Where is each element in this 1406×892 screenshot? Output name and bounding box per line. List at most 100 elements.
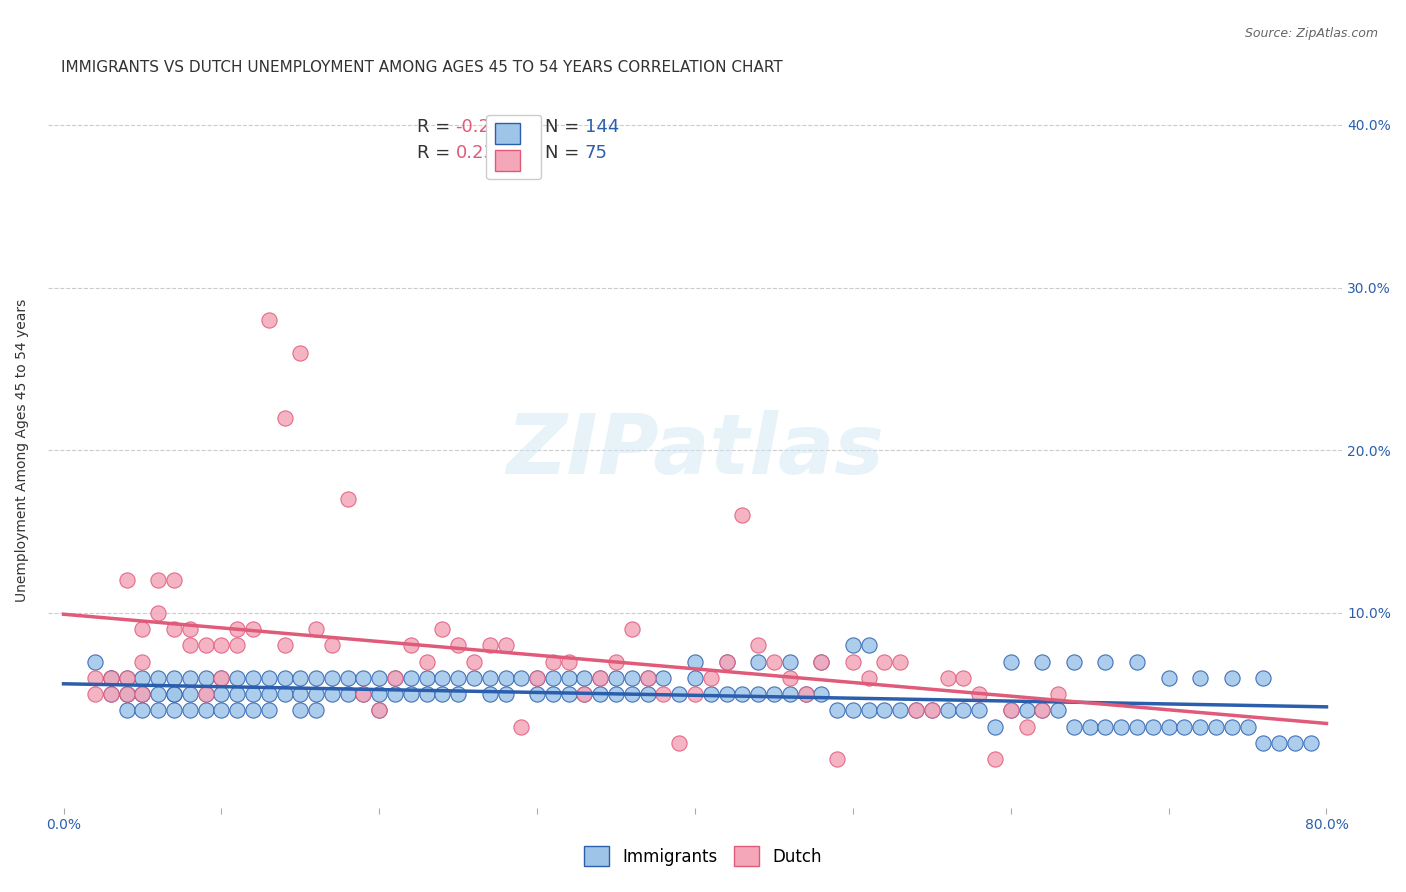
Point	[273, 687, 295, 701]
Point	[209, 703, 232, 717]
Point	[84, 655, 107, 669]
Point	[1109, 720, 1132, 734]
Point	[353, 671, 375, 685]
Y-axis label: Unemployment Among Ages 45 to 54 years: Unemployment Among Ages 45 to 54 years	[15, 299, 30, 602]
Point	[842, 655, 865, 669]
Point	[1157, 720, 1180, 734]
Point	[163, 622, 186, 636]
Point	[163, 574, 186, 588]
Point	[1063, 655, 1085, 669]
Point	[747, 655, 769, 669]
Point	[637, 687, 659, 701]
Point	[179, 703, 201, 717]
Point	[1015, 703, 1038, 717]
Point	[305, 703, 328, 717]
Point	[336, 687, 359, 701]
Point	[858, 638, 880, 652]
Point	[131, 687, 153, 701]
Point	[115, 574, 138, 588]
Point	[495, 638, 517, 652]
Point	[257, 671, 280, 685]
Point	[242, 622, 264, 636]
Text: -0.233: -0.233	[456, 118, 513, 136]
Point	[131, 655, 153, 669]
Point	[889, 655, 911, 669]
Point	[226, 622, 249, 636]
Text: R =: R =	[416, 118, 456, 136]
Point	[290, 687, 312, 701]
Point	[668, 736, 690, 750]
Point	[1189, 671, 1212, 685]
Text: 144: 144	[585, 118, 620, 136]
Point	[115, 671, 138, 685]
Point	[574, 687, 596, 701]
Point	[305, 671, 328, 685]
Point	[257, 703, 280, 717]
Point	[1126, 655, 1149, 669]
Point	[209, 687, 232, 701]
Point	[541, 655, 564, 669]
Point	[1031, 703, 1053, 717]
Point	[810, 655, 832, 669]
Point	[273, 671, 295, 685]
Point	[447, 687, 470, 701]
Point	[683, 671, 706, 685]
Point	[257, 687, 280, 701]
Point	[794, 687, 817, 701]
Point	[163, 687, 186, 701]
Point	[605, 687, 627, 701]
Point	[368, 671, 391, 685]
Point	[415, 671, 437, 685]
Point	[194, 671, 217, 685]
Point	[131, 687, 153, 701]
Point	[336, 491, 359, 506]
Point	[163, 687, 186, 701]
Point	[273, 638, 295, 652]
Point	[526, 687, 548, 701]
Point	[84, 687, 107, 701]
Point	[779, 687, 801, 701]
Point	[194, 687, 217, 701]
Point	[1047, 703, 1070, 717]
Point	[605, 671, 627, 685]
Point	[842, 638, 865, 652]
Point	[226, 638, 249, 652]
Point	[179, 671, 201, 685]
Point	[810, 687, 832, 701]
Point	[1031, 655, 1053, 669]
Point	[1284, 736, 1306, 750]
Point	[1094, 655, 1116, 669]
Point	[495, 671, 517, 685]
Point	[1000, 703, 1022, 717]
Point	[242, 687, 264, 701]
Point	[541, 687, 564, 701]
Point	[858, 703, 880, 717]
Point	[84, 671, 107, 685]
Point	[668, 687, 690, 701]
Point	[842, 703, 865, 717]
Point	[478, 671, 501, 685]
Point	[1253, 736, 1275, 750]
Point	[226, 687, 249, 701]
Point	[1078, 720, 1101, 734]
Point	[936, 703, 959, 717]
Point	[1268, 736, 1291, 750]
Point	[115, 703, 138, 717]
Point	[321, 638, 343, 652]
Point	[1015, 720, 1038, 734]
Point	[620, 622, 643, 636]
Point	[716, 655, 738, 669]
Point	[637, 671, 659, 685]
Text: ZIPatlas: ZIPatlas	[506, 409, 884, 491]
Point	[447, 671, 470, 685]
Point	[574, 687, 596, 701]
Point	[825, 703, 848, 717]
Point	[148, 606, 170, 620]
Point	[921, 703, 943, 717]
Point	[478, 638, 501, 652]
Point	[131, 687, 153, 701]
Point	[368, 687, 391, 701]
Point	[384, 671, 406, 685]
Point	[747, 638, 769, 652]
Point	[731, 508, 754, 523]
